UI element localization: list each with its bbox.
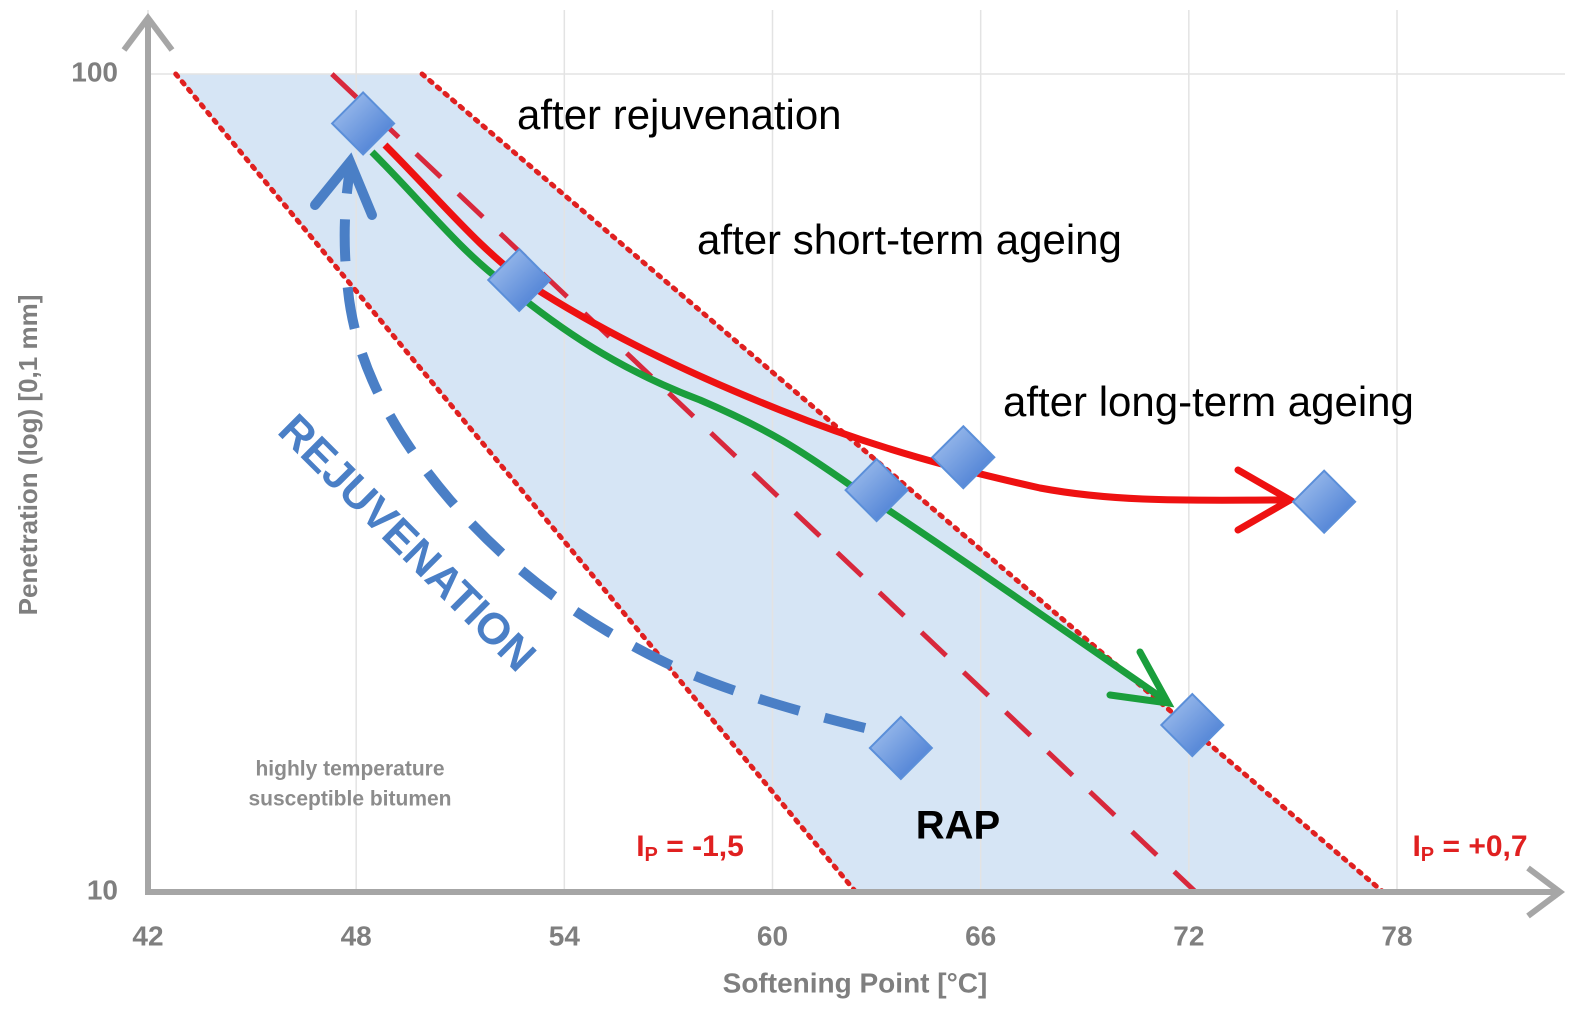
x-tick-label: 78 (1381, 920, 1412, 951)
annotation: after rejuvenation (517, 91, 842, 138)
reference-line (419, 71, 1386, 895)
annotation: highly temperature (255, 758, 444, 781)
y-axis (121, 13, 175, 892)
rap-band (175, 74, 1384, 892)
y-axis-label: Penetration (log) [0,1 mm] (13, 295, 43, 616)
x-axis (145, 865, 1565, 919)
reference-line (330, 72, 1198, 894)
label-sub: P (645, 844, 658, 866)
annotation: after long-term ageing (1003, 378, 1414, 425)
annotation: RAP (916, 804, 1000, 848)
x-tick-label: 60 (757, 920, 788, 951)
label-rest: = +0,7 (1434, 830, 1527, 863)
data-point (868, 715, 934, 781)
x-axis-label: Softening Point [°C] (723, 967, 988, 998)
blue-dashed-curve (339, 169, 867, 733)
x-tick-label: 48 (341, 920, 372, 951)
y-tick-label: 10 (87, 874, 118, 905)
data-point (486, 247, 552, 313)
data-point (1159, 692, 1225, 758)
annotation: after short-term ageing (697, 216, 1122, 263)
data-point (930, 424, 996, 490)
red-curve (382, 142, 1286, 504)
annotation: susceptible bitumen (248, 788, 451, 811)
reference-line-label: IP = -1,5 (636, 830, 744, 866)
red-arrowhead (1234, 466, 1298, 534)
x-tick-label: 54 (549, 920, 581, 951)
blue-arrowhead (310, 152, 377, 220)
data-point (844, 457, 909, 523)
data-point (1291, 469, 1357, 535)
y-tick-label: 100 (71, 56, 118, 87)
x-tick-label: 66 (965, 920, 996, 951)
green-arrowhead (1106, 648, 1175, 708)
label-main: I (636, 830, 644, 863)
reference-line-label: IP = +0,7 (1412, 830, 1527, 866)
x-tick-label: 72 (1173, 920, 1204, 951)
label-main: I (1412, 830, 1420, 863)
label-rest: = -1,5 (658, 830, 744, 863)
x-tick-label: 42 (132, 920, 163, 951)
data-point (330, 91, 396, 156)
reference-line (173, 71, 859, 895)
green-curve (369, 149, 1167, 703)
label-sub: P (1421, 844, 1434, 866)
